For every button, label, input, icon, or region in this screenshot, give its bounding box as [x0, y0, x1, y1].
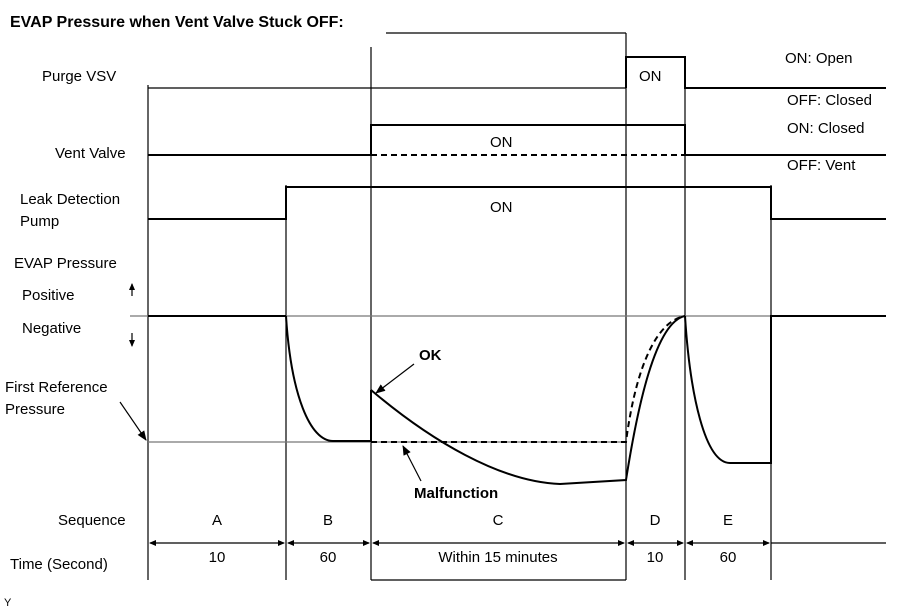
- malfunction-arrow: [402, 445, 422, 482]
- vent-on-label: ON: [490, 134, 513, 151]
- sequence-d: D: [650, 512, 661, 529]
- time-a: 10: [209, 549, 226, 566]
- purge-vsv-label: Purge VSV: [42, 68, 116, 85]
- time-row: 10 60 Within 15 minutes 10 60: [209, 549, 737, 566]
- time-label: Time (Second): [10, 556, 108, 573]
- purge-vsv-signal: ON: [148, 56, 886, 89]
- sequence-c: C: [493, 512, 504, 529]
- row-labels: Purge VSV Vent Valve Leak Detection Pump…: [5, 68, 126, 573]
- time-c: Within 15 minutes: [438, 549, 557, 566]
- positive-label: Positive: [22, 287, 75, 304]
- sequence-a: A: [212, 512, 222, 529]
- ok-label: OK: [419, 347, 442, 364]
- sequence-b: B: [323, 512, 333, 529]
- leak-pump-signal: ON: [148, 186, 886, 220]
- diagram-title: EVAP Pressure when Vent Valve Stuck OFF:: [10, 14, 344, 31]
- negative-label: Negative: [22, 320, 81, 337]
- first-reference-label-1: First Reference: [5, 379, 108, 396]
- ok-arrow: [375, 363, 415, 394]
- vent-valve-signal: ON: [148, 124, 886, 156]
- purge-off-state: OFF: Closed: [787, 92, 872, 109]
- time-e: 60: [720, 549, 737, 566]
- leak-pump-label-2: Pump: [20, 213, 59, 230]
- figure-code: Y: [4, 597, 12, 609]
- first-reference-arrow: [119, 401, 147, 441]
- vent-valve-label: Vent Valve: [55, 145, 126, 162]
- purge-on-label: ON: [639, 68, 662, 85]
- vent-on-state: ON: Closed: [787, 120, 865, 137]
- vent-off-state: OFF: Vent: [787, 157, 856, 174]
- sequence-e: E: [723, 512, 733, 529]
- purge-on-state: ON: Open: [785, 50, 853, 67]
- time-d: 10: [647, 549, 664, 566]
- evap-pressure-trace: [148, 315, 886, 486]
- sequence-row: A B C D E: [212, 512, 733, 529]
- time-b: 60: [320, 549, 337, 566]
- pump-on-label: ON: [490, 199, 513, 216]
- malfunction-label: Malfunction: [414, 485, 498, 502]
- evap-pressure-label: EVAP Pressure: [14, 255, 117, 272]
- first-reference-label-2: Pressure: [5, 401, 65, 418]
- sequence-label: Sequence: [58, 512, 126, 529]
- leak-pump-label-1: Leak Detection: [20, 191, 120, 208]
- state-labels: ON: Open OFF: Closed ON: Closed OFF: Ven…: [785, 50, 872, 174]
